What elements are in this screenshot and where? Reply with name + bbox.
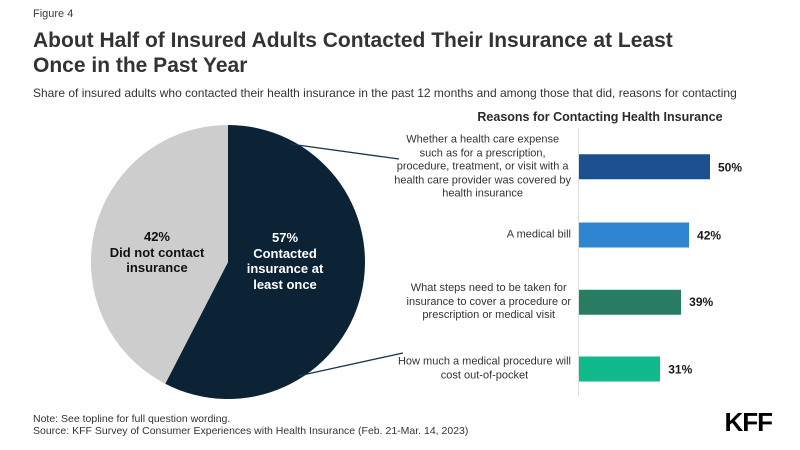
- bar-2: [579, 289, 682, 315]
- bar-value-label: 50%: [718, 160, 743, 174]
- bar-row-1: A medical bill 42%: [390, 222, 790, 248]
- bar-chart-title: Reasons for Contacting Health Insurance: [477, 110, 723, 124]
- kff-logo: KFF: [724, 407, 773, 437]
- chart-region: 57% Contacted insurance at least once 42%…: [0, 105, 800, 405]
- bar-row-0: Whether a health care expense such as fo…: [390, 133, 790, 201]
- bar-category-label-text: Whether a health care expense such as fo…: [394, 133, 571, 200]
- bar-category-label-text: A medical bill: [506, 228, 571, 241]
- bar-chart-axis-line: [578, 128, 579, 396]
- bar-track: 42%: [579, 222, 722, 248]
- page-title: About Half of Insured Adults Contacted T…: [33, 29, 673, 77]
- bar-row-2: What steps need to be taken for insuranc…: [390, 282, 790, 323]
- page-subtitle: Share of insured adults who contacted th…: [33, 86, 737, 100]
- bar-track: 31%: [579, 356, 693, 382]
- footer-source: Source: KFF Survey of Consumer Experienc…: [33, 425, 469, 437]
- bar-category-label: How much a medical procedure will cost o…: [390, 356, 571, 383]
- bar-track: 50%: [579, 154, 743, 180]
- pie-slice-1: [91, 125, 229, 384]
- bar-0: [579, 154, 710, 180]
- bar-3: [579, 356, 661, 382]
- figure-label: Figure 4: [33, 8, 74, 20]
- bar-row-3: How much a medical procedure will cost o…: [390, 356, 790, 383]
- pie-chart: [91, 125, 365, 399]
- bar-value-label: 31%: [668, 362, 693, 376]
- bar-track: 39%: [579, 289, 714, 315]
- pie-slice-0: [165, 125, 365, 399]
- footer-note: Note: See topline for full question word…: [33, 413, 231, 425]
- bar-chart-rows: Whether a health care expense such as fo…: [390, 110, 790, 405]
- bar-category-label: What steps need to be taken for insuranc…: [390, 282, 571, 323]
- bar-value-label: 42%: [697, 228, 722, 242]
- bar-category-label: Whether a health care expense such as fo…: [390, 133, 571, 201]
- bar-category-label-text: What steps need to be taken for insuranc…: [406, 281, 571, 321]
- bar-value-label: 39%: [689, 295, 714, 309]
- bar-category-label-text: How much a medical procedure will cost o…: [397, 355, 571, 382]
- bar-chart-panel: Reasons for Contacting Health Insurance …: [390, 110, 790, 405]
- bar-1: [579, 222, 690, 248]
- bar-category-label: A medical bill: [390, 228, 571, 242]
